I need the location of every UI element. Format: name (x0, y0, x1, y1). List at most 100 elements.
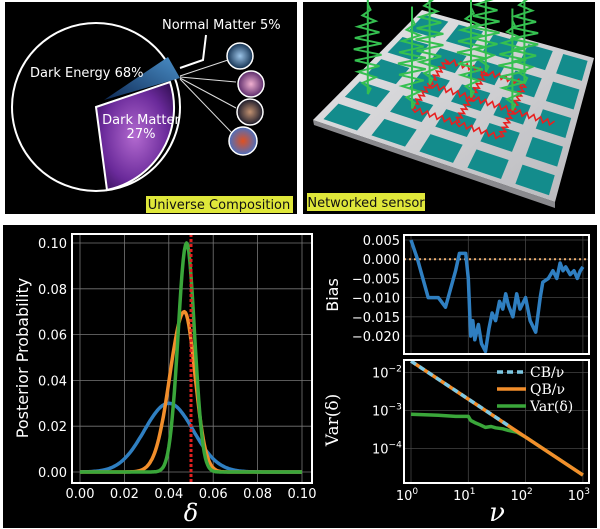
entanglement-link (411, 107, 458, 126)
plot-frame (403, 359, 590, 484)
tick-exponent: −4 (389, 441, 403, 451)
dark-matter-percent: 27% (127, 127, 156, 142)
tick-base: 10 (568, 489, 585, 504)
y-tick-label: 0.00 (38, 466, 67, 481)
x-axis-label: ν (489, 498, 505, 528)
y-tick-label: −0.020 (352, 330, 400, 345)
x-tick-label: 0.02 (110, 487, 139, 502)
tick-base: 10 (372, 443, 389, 458)
caption-box (146, 196, 293, 213)
star-image-icon (226, 42, 254, 70)
y-tick-label: 10−3 (372, 403, 402, 420)
legend-label: QB/ν (530, 382, 565, 398)
plate-edge (313, 120, 555, 208)
bias-chart: 0.005 0.000 −0.005 −0.010 −0.015 −0.020 Bias (323, 234, 590, 355)
x-tick-label: 102 (510, 487, 532, 504)
cmb-image-icon (228, 126, 258, 156)
sensor-node (525, 136, 563, 167)
universe-caption: Universe Composition (148, 198, 291, 213)
signal-wave (510, 0, 539, 85)
sensor-node (387, 36, 429, 61)
sensor-nodes (323, 0, 588, 196)
plot-frame (71, 233, 313, 484)
y-tick-label: 10−4 (372, 441, 402, 458)
y-axis-label: Var(δ) (323, 394, 343, 447)
series (79, 234, 303, 483)
sensor-node (323, 103, 371, 131)
networked-sensor-panel: Networked sensor (303, 0, 595, 214)
series (410, 359, 584, 477)
y-tick-label: −0.015 (352, 311, 400, 326)
sensor-node (515, 164, 555, 196)
x-tick-label: 0.06 (199, 487, 228, 502)
plot-frame (403, 234, 590, 355)
planets-image-icon (236, 98, 264, 126)
sensor-node (445, 24, 484, 49)
tick-base: 10 (453, 489, 470, 504)
tick-labels: 0.00 0.02 0.04 0.06 0.08 0.10 0.00 0.02 0.04 0.06… (38, 237, 316, 502)
x-tick-label: 0.10 (288, 487, 317, 502)
tick-exponent: −3 (389, 403, 402, 413)
signal-wave (415, 0, 444, 85)
entanglement-link (498, 108, 516, 139)
y-tick-label: 0.000 (363, 253, 400, 268)
y-tick-label: 0.005 (363, 234, 400, 249)
entanglement-link (455, 121, 502, 140)
dark-energy-label: Dark Energy 68% (30, 66, 144, 81)
y-axis-label: Posterior Probability (13, 278, 32, 438)
normal-matter-label: Normal Matter 5% (162, 18, 281, 33)
sensor-node (390, 95, 434, 123)
y-tick-label: 10−2 (372, 365, 402, 382)
tick-exponent: 0 (412, 487, 418, 497)
sensor-node (556, 53, 588, 81)
signal-wave (397, 18, 426, 109)
sensor-node (519, 44, 553, 71)
y-axis-label: Bias (323, 278, 342, 312)
posterior-chart: 0.00 0.02 0.04 0.06 0.08 0.10 0.00 0.02 0.04 0.06… (13, 233, 316, 527)
image-connector-lines (179, 59, 237, 134)
x-tick-label: 101 (453, 487, 475, 504)
legend-label: CB/ν (530, 365, 564, 381)
universe-composition-panel: Normal Matter 5% Dark Energy 68% Dark Ma… (5, 2, 297, 214)
tick-base: 10 (372, 367, 389, 382)
dark-matter-label: Dark Matter (102, 113, 180, 128)
signal-wave (471, 0, 500, 73)
pie-dark-matter (94, 80, 175, 192)
variance-curve-2 (410, 412, 584, 477)
tick-labels: 0.005 0.000 −0.005 −0.010 −0.015 −0.020 (352, 234, 400, 345)
tick-exponent: 2 (527, 487, 533, 497)
grid (404, 360, 589, 483)
y-tick-label: −0.010 (352, 292, 400, 307)
label-leader-line (179, 34, 207, 69)
entanglement-link (454, 95, 474, 124)
y-tick-label: 0.10 (38, 237, 67, 252)
x-axis-label: δ (184, 499, 198, 527)
sensor-node (467, 149, 509, 180)
legend-label: Var(δ) (529, 399, 573, 415)
entanglement-link (470, 95, 514, 114)
y-tick-label: −0.005 (352, 272, 400, 287)
y-tick-label: 0.06 (38, 329, 67, 344)
caption-box (307, 193, 425, 211)
sensor-caption: Networked sensor (307, 196, 425, 211)
signal-wave (498, 20, 527, 111)
signal-wave (456, 7, 485, 98)
sensor-node (371, 118, 417, 147)
x-tick-label: 103 (568, 487, 590, 504)
x-tick-label: 0.04 (154, 487, 183, 502)
entanglement-link (428, 82, 473, 101)
plots-background (3, 225, 597, 528)
signal-wave (353, 3, 382, 95)
y-tick-label: 0.04 (38, 374, 67, 389)
y-tick-label: 0.08 (38, 283, 67, 298)
entanglement-link (511, 108, 556, 127)
sensor-node (344, 81, 391, 108)
sensor-node (480, 123, 520, 152)
tick-exponent: −2 (389, 365, 402, 375)
tick-base: 10 (396, 489, 413, 504)
x-tick-label: 100 (396, 487, 419, 504)
y-tick-label: 0.02 (38, 420, 67, 435)
